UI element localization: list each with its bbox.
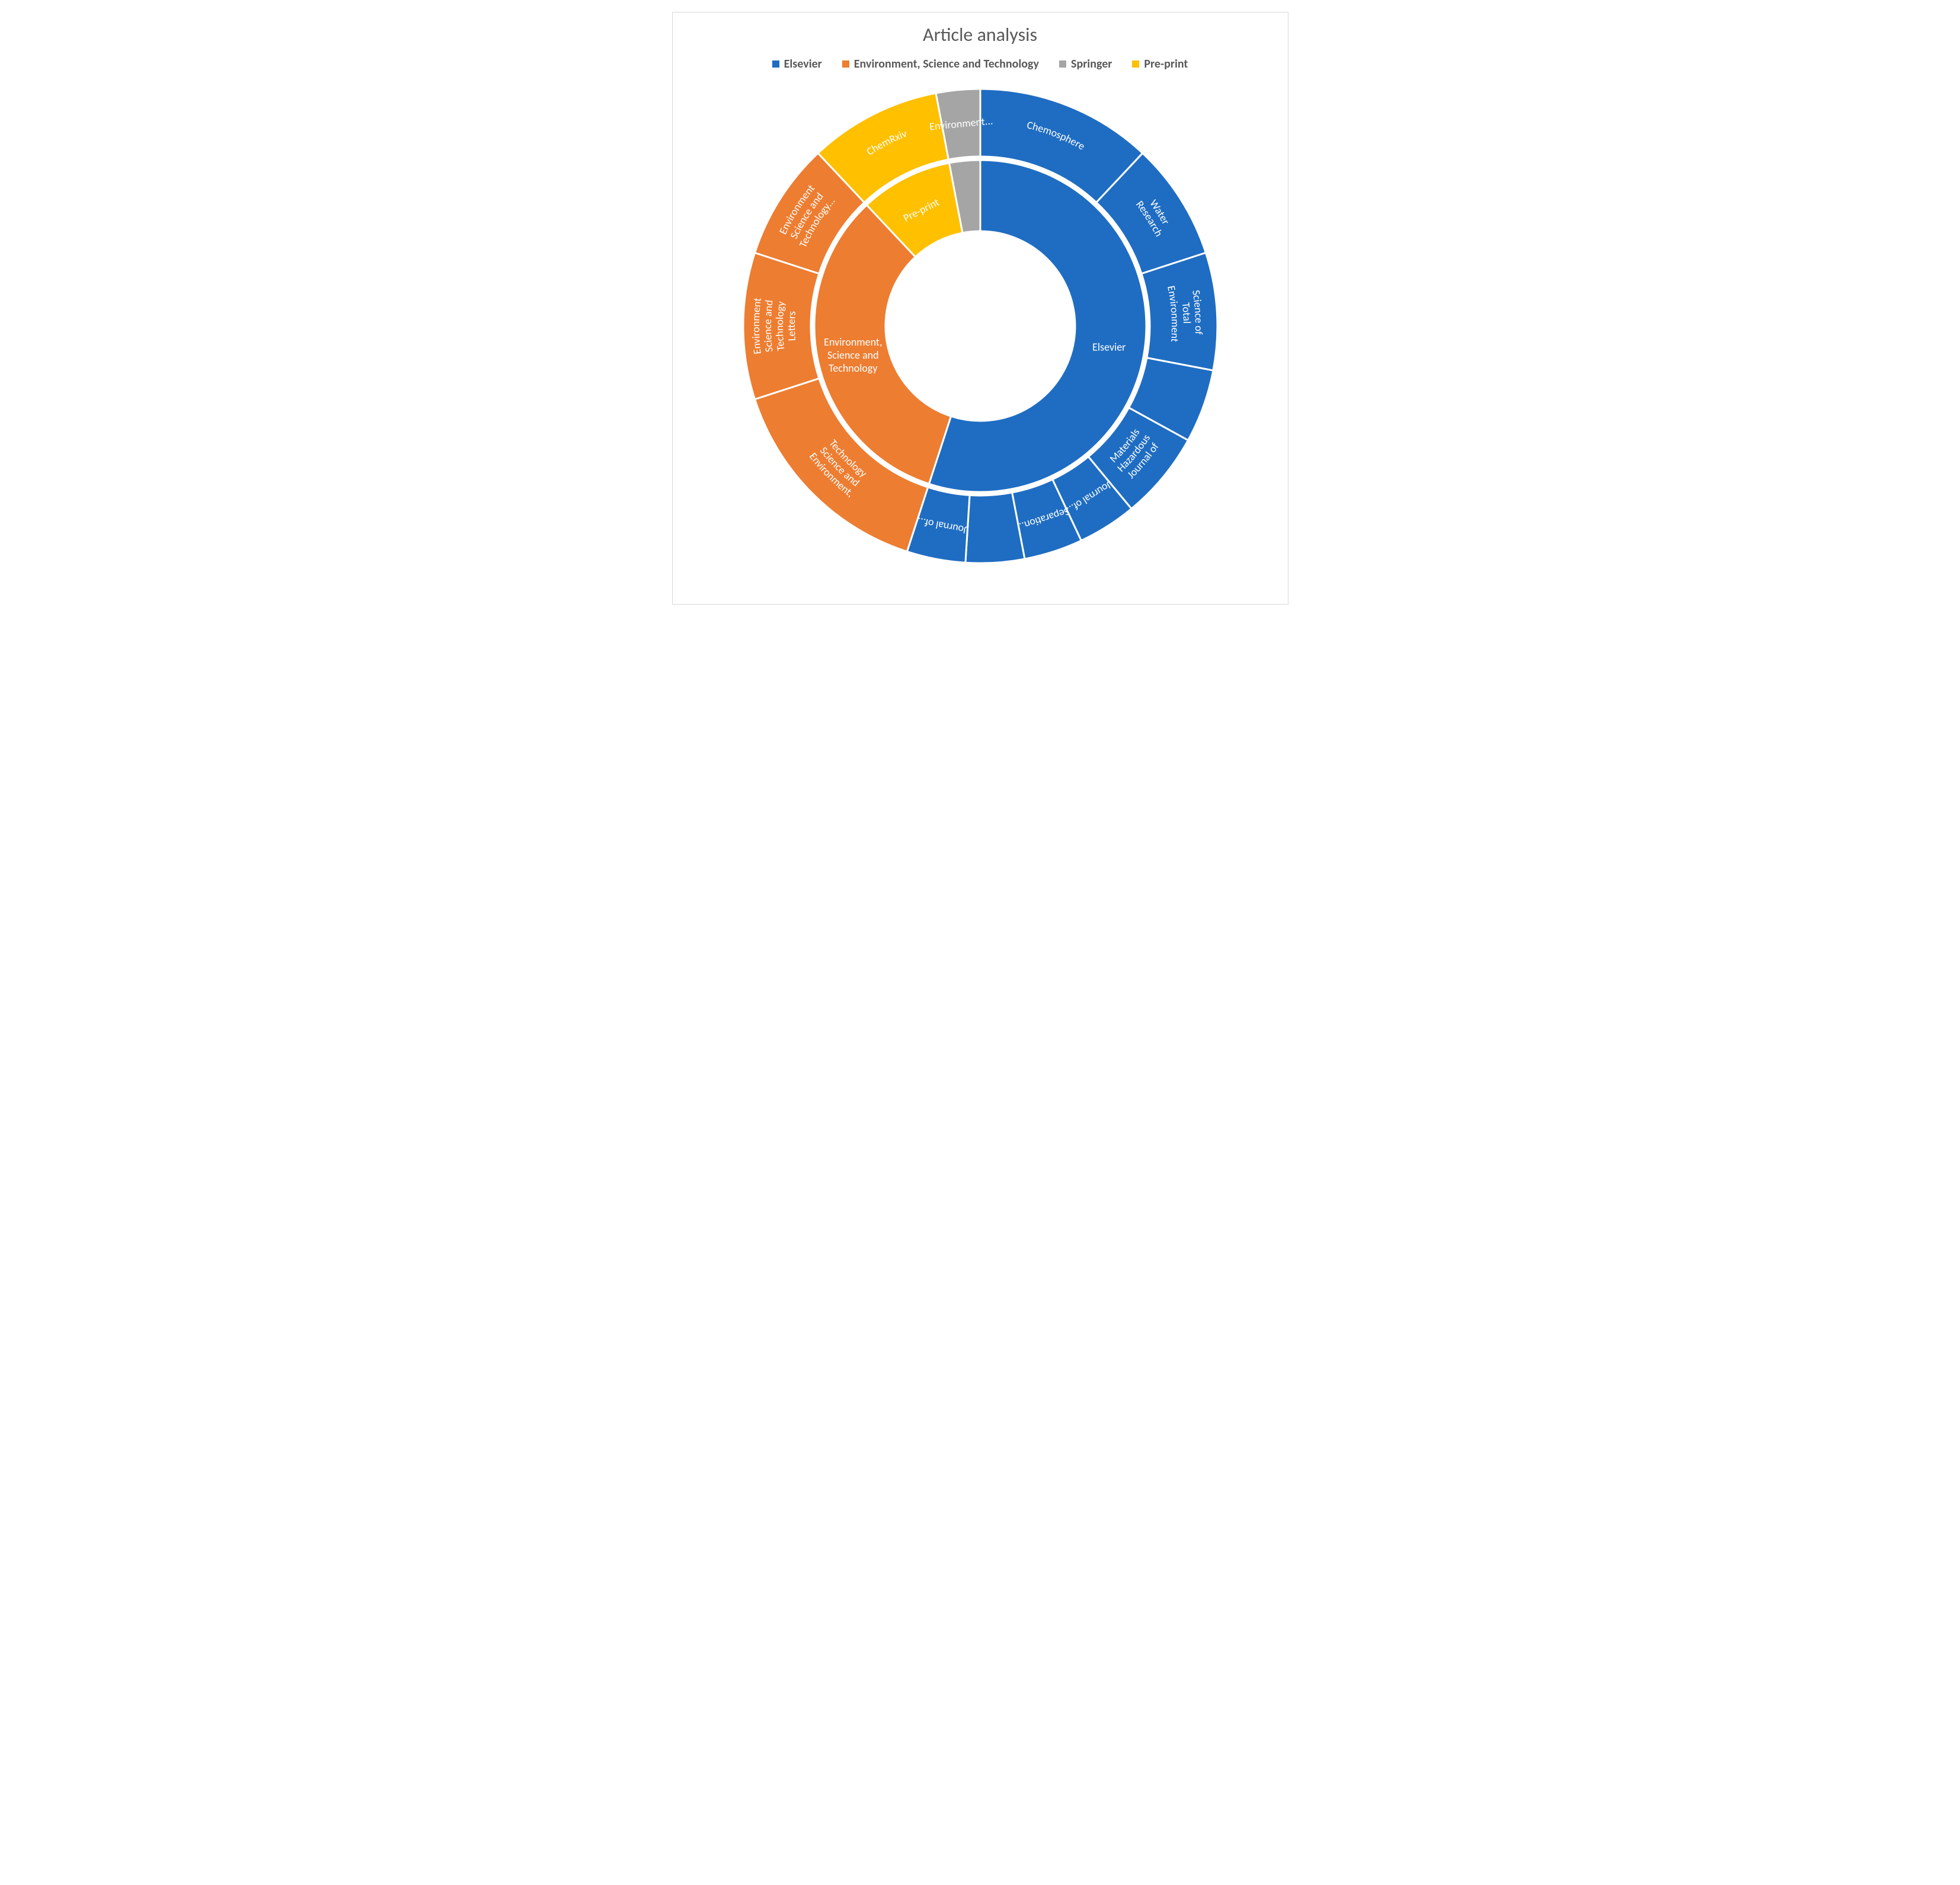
legend-item-elsevier: Elsevier (772, 57, 822, 71)
legend-item-springer: Springer (1059, 57, 1112, 71)
segment-label: Elsevier (1092, 340, 1126, 353)
legend-swatch (772, 60, 779, 68)
legend-item-est: Environment, Science and Technology (842, 57, 1039, 71)
legend-swatch (1059, 60, 1066, 68)
legend: Elsevier Environment, Science and Techno… (685, 57, 1276, 71)
legend-label: Pre-print (1144, 57, 1188, 71)
chart-title: Article analysis (685, 23, 1276, 46)
legend-label: Springer (1071, 57, 1112, 71)
sunburst-chart: Elsevier Environment,Science andTechnolog… (731, 77, 1229, 575)
chart-frame: Article analysis Elsevier Environment, S… (672, 12, 1288, 605)
legend-swatch (842, 60, 849, 68)
legend-label: Environment, Science and Technology (854, 57, 1039, 71)
legend-label: Elsevier (784, 57, 822, 71)
segment-label: Technology (829, 362, 878, 375)
legend-item-preprint: Pre-print (1132, 57, 1188, 71)
legend-swatch (1132, 60, 1139, 68)
segment-label: Environment, (824, 336, 882, 349)
segment-label: Science and (827, 349, 878, 362)
